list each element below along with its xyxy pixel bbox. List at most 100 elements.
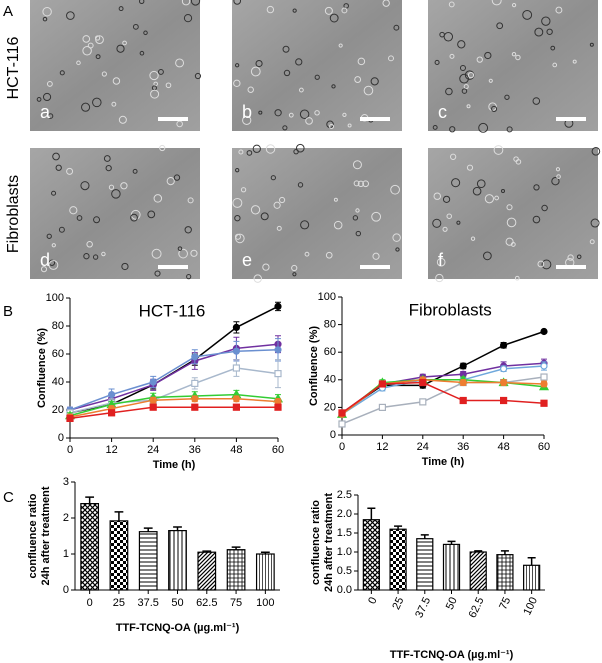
x-tick-label: 48 xyxy=(497,441,509,453)
cell xyxy=(173,174,181,181)
cell xyxy=(234,214,241,222)
cell xyxy=(255,59,263,68)
cell xyxy=(175,58,185,68)
cell xyxy=(288,112,294,118)
cell xyxy=(478,122,489,133)
cell xyxy=(76,215,83,221)
cell xyxy=(451,178,461,188)
point xyxy=(191,403,199,411)
error-bar xyxy=(527,556,536,566)
cell xyxy=(177,246,183,251)
cell xyxy=(238,149,244,155)
bar xyxy=(362,519,380,591)
cell xyxy=(111,189,121,199)
cell xyxy=(81,102,91,112)
cell xyxy=(443,32,454,42)
micrograph xyxy=(30,0,200,131)
cell xyxy=(395,247,400,252)
cell xyxy=(82,45,92,56)
y-tick-label: 2 xyxy=(63,512,69,524)
cell xyxy=(276,225,282,231)
cell xyxy=(353,180,360,187)
cell xyxy=(55,164,62,171)
micrograph xyxy=(30,148,200,279)
cell xyxy=(105,164,112,172)
series-line xyxy=(341,381,545,414)
cell xyxy=(300,220,310,230)
cell xyxy=(435,273,444,283)
cell xyxy=(352,160,362,170)
cell xyxy=(246,150,253,156)
series-line xyxy=(69,406,278,420)
cell xyxy=(186,274,192,280)
bar xyxy=(197,551,217,591)
cell xyxy=(506,204,513,211)
cell xyxy=(504,94,510,100)
cell xyxy=(253,274,262,283)
x-axis-title: TTF-TCNQ-OA (µg.ml⁻¹) xyxy=(390,649,514,661)
cell xyxy=(66,11,75,20)
series-line xyxy=(341,379,545,415)
y-axis-title: Confluence (%) xyxy=(308,326,320,406)
point xyxy=(378,380,386,388)
cell xyxy=(446,213,452,219)
point xyxy=(191,395,199,403)
scale-bar xyxy=(556,265,586,269)
cell xyxy=(514,275,520,281)
cell xyxy=(347,123,352,128)
x-tick-label: 25 xyxy=(390,595,406,611)
point xyxy=(232,403,240,411)
cell xyxy=(483,251,492,261)
cell xyxy=(372,252,380,260)
cell xyxy=(66,167,74,175)
cell xyxy=(338,43,343,48)
point xyxy=(540,399,548,407)
cell xyxy=(83,253,90,260)
cell xyxy=(590,218,600,228)
bar xyxy=(469,551,487,591)
scale-bar xyxy=(360,117,390,121)
cell xyxy=(262,263,270,271)
point xyxy=(540,373,548,381)
cell xyxy=(292,272,297,277)
cell xyxy=(183,13,193,23)
cell xyxy=(274,109,282,117)
point xyxy=(274,403,282,411)
cell xyxy=(233,79,241,88)
cell xyxy=(80,181,90,191)
x-tick-label: 75 xyxy=(497,595,513,611)
cell xyxy=(555,6,563,14)
cell xyxy=(550,45,556,51)
cell xyxy=(456,220,461,225)
series-line xyxy=(69,393,279,417)
cell xyxy=(442,195,451,203)
cell xyxy=(190,0,201,6)
row-label: Fibroblasts xyxy=(5,175,22,253)
cell xyxy=(546,28,553,35)
cell xyxy=(556,174,561,179)
scale-bar xyxy=(158,265,188,269)
image-label: a xyxy=(40,102,51,122)
cell xyxy=(51,243,56,248)
cell xyxy=(234,233,241,240)
cell xyxy=(459,64,466,71)
cell xyxy=(52,152,60,161)
x-tick-label: 12 xyxy=(105,444,117,456)
point xyxy=(149,396,157,404)
cell xyxy=(273,201,281,209)
y-axis-title: confluence ratio xyxy=(310,500,322,585)
point xyxy=(338,420,346,428)
x-axis-title: TTF-TCNQ-OA (µg.ml⁻¹) xyxy=(116,622,240,634)
bar xyxy=(523,564,541,591)
bar xyxy=(416,538,434,591)
y-tick-label: 80 xyxy=(52,320,64,332)
cell xyxy=(42,16,48,22)
y-tick-label: 1.0 xyxy=(337,546,352,558)
cell xyxy=(390,184,400,195)
cell xyxy=(36,97,42,102)
cell xyxy=(101,71,107,77)
bar xyxy=(168,529,187,591)
x-tick-label: 36 xyxy=(189,444,201,456)
cell xyxy=(484,51,492,60)
scale-bar xyxy=(158,117,188,121)
